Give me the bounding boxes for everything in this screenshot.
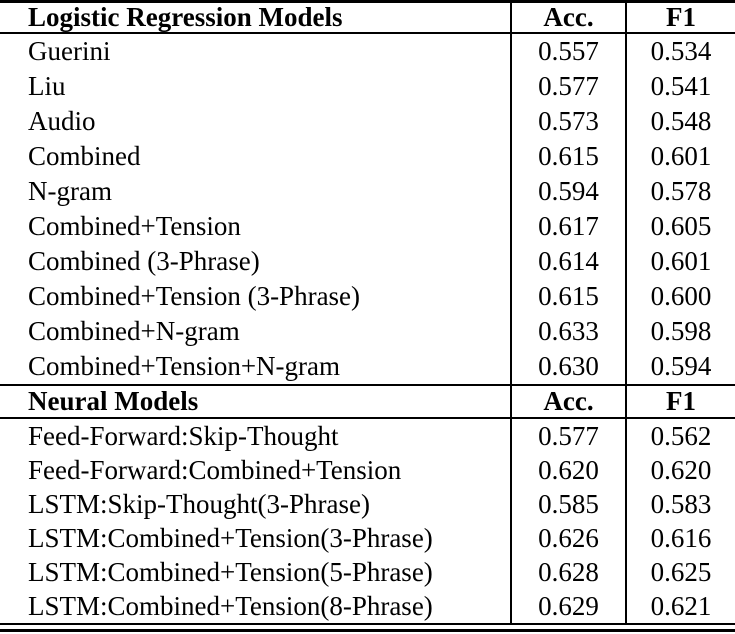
table-bottom-rule-thick	[0, 629, 735, 632]
accuracy-cell: 0.615	[510, 139, 625, 174]
table-row: Combined+Tension+N-gram 0.630 0.594	[0, 349, 735, 384]
model-name-cell: Combined	[28, 141, 141, 171]
section-header-row: Logistic Regression Models Acc. F1	[0, 3, 735, 34]
f1-cell: 0.601	[625, 244, 735, 279]
f1-cell: 0.616	[625, 521, 735, 555]
model-name-cell: LSTM:Combined+Tension(5-Phrase)	[28, 556, 433, 587]
table-row: Combined+Tension (3-Phrase) 0.615 0.600	[0, 279, 735, 314]
table-row: LSTM:Combined+Tension(5-Phrase) 0.628 0.…	[0, 555, 735, 589]
table-row: Combined (3-Phrase) 0.614 0.601	[0, 244, 735, 279]
accuracy-cell: 0.577	[510, 69, 625, 104]
f1-cell: 0.541	[625, 69, 735, 104]
model-name-cell: Liu	[28, 71, 66, 101]
accuracy-cell: 0.557	[510, 34, 625, 69]
accuracy-cell: 0.585	[510, 487, 625, 521]
model-name-cell: LSTM:Skip-Thought(3-Phrase)	[28, 488, 370, 519]
table-row: N-gram 0.594 0.578	[0, 174, 735, 209]
section-header-row: Neural Models Acc. F1	[0, 384, 735, 419]
f1-cell: 0.601	[625, 139, 735, 174]
table-row: Feed-Forward:Skip-Thought 0.577 0.562	[0, 419, 735, 453]
f1-cell: 0.562	[625, 419, 735, 453]
model-name-cell: LSTM:Combined+Tension(3-Phrase)	[28, 522, 433, 553]
table-row: Guerini 0.557 0.534	[0, 34, 735, 69]
accuracy-cell: 0.594	[510, 174, 625, 209]
acc-column-header: Acc.	[510, 386, 625, 417]
table-row: Combined+Tension 0.617 0.605	[0, 209, 735, 244]
model-name-cell: Combined+Tension+N-gram	[28, 351, 341, 381]
table-row: LSTM:Combined+Tension(3-Phrase) 0.626 0.…	[0, 521, 735, 555]
acc-column-header: Acc.	[510, 3, 625, 32]
model-name-cell: Combined (3-Phrase)	[28, 246, 260, 276]
accuracy-cell: 0.620	[510, 453, 625, 487]
f1-cell: 0.598	[625, 314, 735, 349]
f1-cell: 0.534	[625, 34, 735, 69]
model-name-cell: Feed-Forward:Combined+Tension	[28, 454, 402, 485]
f1-cell: 0.605	[625, 209, 735, 244]
f1-cell: 0.594	[625, 349, 735, 384]
accuracy-cell: 0.577	[510, 419, 625, 453]
table-row: Feed-Forward:Combined+Tension 0.620 0.62…	[0, 453, 735, 487]
table-bottom-rule-gap	[0, 625, 735, 629]
f1-cell: 0.600	[625, 279, 735, 314]
f1-column-header: F1	[625, 3, 735, 32]
table-bottom-rule-thin	[0, 623, 735, 625]
accuracy-cell: 0.630	[510, 349, 625, 384]
table-row: Audio 0.573 0.548	[0, 104, 735, 139]
model-name-cell: LSTM:Combined+Tension(8-Phrase)	[28, 590, 433, 621]
table-row: Combined+N-gram 0.633 0.598	[0, 314, 735, 349]
f1-cell: 0.578	[625, 174, 735, 209]
section-neural-models: Neural Models Acc. F1 Feed-Forward:Skip-…	[0, 384, 735, 623]
section-rows: Guerini 0.557 0.534 Liu 0.577 0.541 Audi…	[0, 34, 735, 384]
accuracy-cell: 0.617	[510, 209, 625, 244]
accuracy-cell: 0.626	[510, 521, 625, 555]
accuracy-cell: 0.615	[510, 279, 625, 314]
f1-cell: 0.620	[625, 453, 735, 487]
section-title: Neural Models	[28, 386, 199, 416]
accuracy-cell: 0.629	[510, 589, 625, 623]
table-row: LSTM:Combined+Tension(8-Phrase) 0.629 0.…	[0, 589, 735, 623]
model-name-cell: Feed-Forward:Skip-Thought	[28, 420, 339, 451]
model-name-cell: Combined+Tension (3-Phrase)	[28, 281, 361, 311]
section-logistic-regression-models: Logistic Regression Models Acc. F1 Gueri…	[0, 3, 735, 384]
f1-cell: 0.621	[625, 589, 735, 623]
f1-cell: 0.625	[625, 555, 735, 589]
table-row: Liu 0.577 0.541	[0, 69, 735, 104]
f1-cell: 0.583	[625, 487, 735, 521]
table-top-rule	[0, 0, 735, 3]
f1-cell: 0.548	[625, 104, 735, 139]
accuracy-cell: 0.633	[510, 314, 625, 349]
model-name-cell: Guerini	[28, 36, 111, 66]
model-name-cell: Combined+Tension	[28, 211, 241, 241]
table-row: LSTM:Skip-Thought(3-Phrase) 0.585 0.583	[0, 487, 735, 521]
f1-column-header: F1	[625, 386, 735, 417]
accuracy-cell: 0.573	[510, 104, 625, 139]
table-row: Combined 0.615 0.601	[0, 139, 735, 174]
accuracy-cell: 0.628	[510, 555, 625, 589]
model-name-cell: Audio	[28, 106, 96, 136]
section-rows: Feed-Forward:Skip-Thought 0.577 0.562 Fe…	[0, 419, 735, 623]
accuracy-cell: 0.614	[510, 244, 625, 279]
model-name-cell: Combined+N-gram	[28, 316, 240, 346]
model-name-cell: N-gram	[28, 176, 112, 206]
section-title: Logistic Regression Models	[28, 3, 343, 32]
